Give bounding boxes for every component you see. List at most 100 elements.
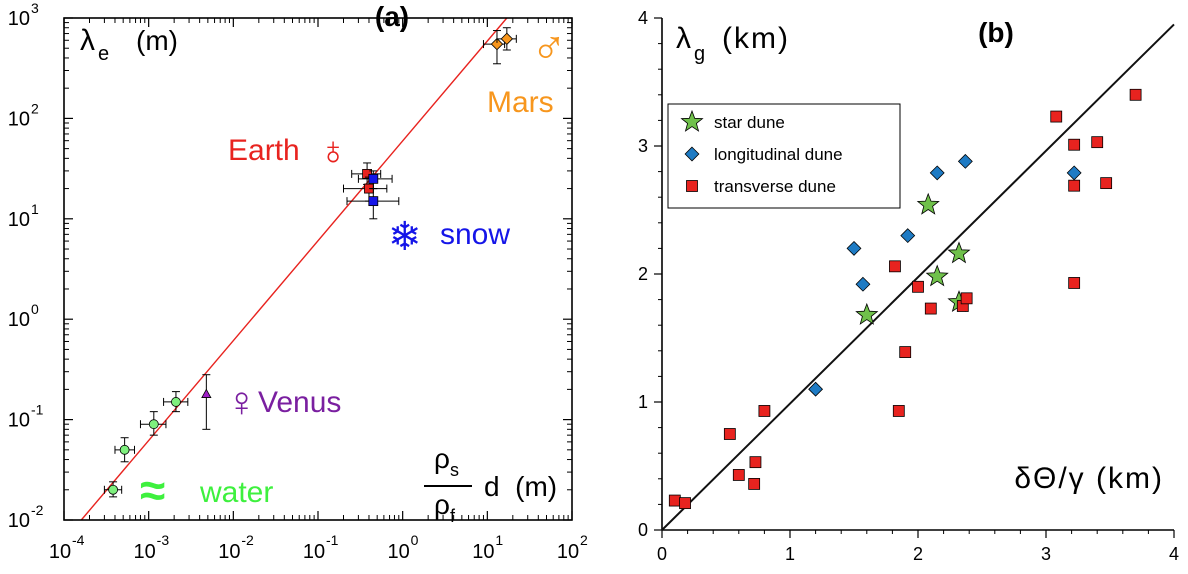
panel-a-xlabel-den-sub: f — [450, 506, 456, 526]
mars-text: Mars — [487, 86, 554, 119]
y-tick-label: 1 — [638, 392, 648, 412]
legend-label: transverse dune — [714, 177, 836, 196]
transverse-dune-point — [912, 280, 924, 293]
transverse-dune-point — [732, 469, 745, 481]
mars-label: ♂ Mars — [487, 20, 567, 119]
y-tick-label-exponent: 1 — [31, 201, 39, 217]
transverse-dune-point — [723, 428, 736, 440]
star-dune-point — [947, 241, 971, 264]
transverse-dune-legend-marker — [686, 180, 698, 192]
transverse-dune-point — [1100, 177, 1113, 190]
venus-label: ♀ Venus — [226, 378, 341, 425]
snow-point — [368, 173, 379, 184]
y-tick-label: 10 — [8, 209, 30, 231]
x-tick-label: 10 — [557, 541, 579, 563]
venus-point — [201, 388, 212, 398]
transverse-dune-point — [889, 260, 901, 273]
snowflake-icon: ❄ — [388, 215, 422, 259]
transverse-dune-point — [679, 497, 691, 510]
transverse-dune-point — [892, 405, 905, 417]
star-dune-point — [916, 192, 940, 215]
x-tick-label: 10 — [218, 541, 240, 563]
panel-a-xlabel-num-sub: s — [450, 460, 459, 480]
panel-a-plot-frame — [63, 17, 573, 521]
transverse-dune-point — [899, 346, 912, 358]
transverse-dune-point — [749, 456, 762, 469]
y-tick-label-exponent: -1 — [31, 402, 44, 418]
y-tick-label: 3 — [638, 136, 648, 156]
panel-a-x-axis-label: ρ s ρ f d (m) — [424, 443, 557, 526]
x-tick-label: 2 — [913, 544, 923, 564]
venus-text: Venus — [258, 386, 341, 419]
panel-a-xlabel-num: ρ — [434, 443, 450, 474]
water-point — [148, 419, 159, 430]
panel-b-fit-line — [661, 23, 1175, 531]
x-tick-label: 1 — [785, 544, 795, 564]
panel-b-points — [668, 88, 1142, 510]
panel-b-ylabel-subscript: g — [694, 43, 705, 65]
x-tick-label: 10 — [134, 541, 156, 563]
panel-a-ticks — [63, 17, 573, 521]
longitudinal-dune-point — [846, 240, 862, 256]
transverse-dune-point — [924, 302, 937, 315]
earth-symbol-icon: ♁ — [318, 129, 348, 173]
x-tick-label-exponent: 0 — [411, 532, 419, 548]
snow-point — [368, 196, 379, 207]
y-tick-label-exponent: -2 — [31, 502, 44, 518]
transverse-dune-point — [1068, 277, 1081, 289]
y-tick-label: 10 — [8, 510, 30, 532]
water-text: water — [199, 476, 273, 509]
longitudinal-dune-legend-marker — [684, 146, 700, 162]
legend-label: star dune — [714, 113, 785, 132]
y-tick-label: 10 — [8, 410, 30, 432]
transverse-dune-point — [1050, 110, 1063, 123]
y-tick-label-exponent: 2 — [31, 100, 39, 116]
mars-point — [500, 32, 514, 46]
legend-label: longitudinal dune — [714, 145, 843, 164]
longitudinal-dune-point — [855, 276, 871, 292]
x-tick-label: 3 — [1041, 544, 1051, 564]
mars-point — [490, 37, 504, 51]
panel-a-ylabel-symbol: λ — [80, 24, 95, 57]
x-tick-label: 10 — [303, 541, 325, 563]
x-tick-label-exponent: -1 — [326, 532, 339, 548]
x-tick-label: 10 — [472, 541, 494, 563]
transverse-dune-point — [960, 292, 973, 305]
transverse-dune-point — [668, 494, 681, 507]
transverse-dune-point — [1091, 136, 1104, 149]
y-tick-label: 0 — [638, 520, 648, 540]
y-tick-label: 4 — [638, 8, 648, 28]
panel-b-legend: star dune longitudinal dune transverse dun… — [667, 103, 901, 209]
water-symbol-icon: ≈ — [140, 464, 165, 516]
transverse-dune-point — [1068, 138, 1081, 151]
panel-b-chart: 0 1 2 3 4 0 1 2 3 4 (b) λ g (km) δΘ/γ (km) star … — [638, 8, 1179, 564]
y-tick-label: 10 — [8, 108, 30, 130]
water-point — [108, 484, 118, 495]
snow-text: snow — [440, 218, 510, 251]
transverse-dune-point — [758, 405, 771, 417]
panel-b-ylabel-unit: (km) — [722, 22, 790, 55]
y-tick-label: 10 — [8, 309, 30, 331]
venus-symbol-icon: ♀ — [226, 378, 258, 425]
transverse-dune-point — [1068, 179, 1081, 192]
y-tick-label: 2 — [638, 264, 648, 284]
longitudinal-dune-point — [929, 165, 945, 181]
legend-box — [667, 103, 901, 209]
earth-text: Earth — [228, 134, 300, 167]
x-tick-label: 10 — [49, 541, 71, 563]
x-tick-label-exponent: 2 — [580, 532, 588, 548]
longitudinal-dune-point — [1066, 165, 1082, 181]
mars-symbol-icon: ♂ — [531, 20, 567, 73]
water-point — [119, 444, 130, 455]
transverse-dune-point — [1129, 88, 1142, 101]
panel-a-xlabel-tail: d (m) — [484, 471, 557, 502]
longitudinal-dune-point — [957, 153, 973, 169]
panel-b-x-tick-labels: 0 1 2 3 4 — [657, 544, 1179, 564]
y-tick-label-exponent: 3 — [31, 0, 39, 16]
panel-b-ticks — [654, 17, 1175, 538]
star-dune-point — [925, 264, 949, 287]
